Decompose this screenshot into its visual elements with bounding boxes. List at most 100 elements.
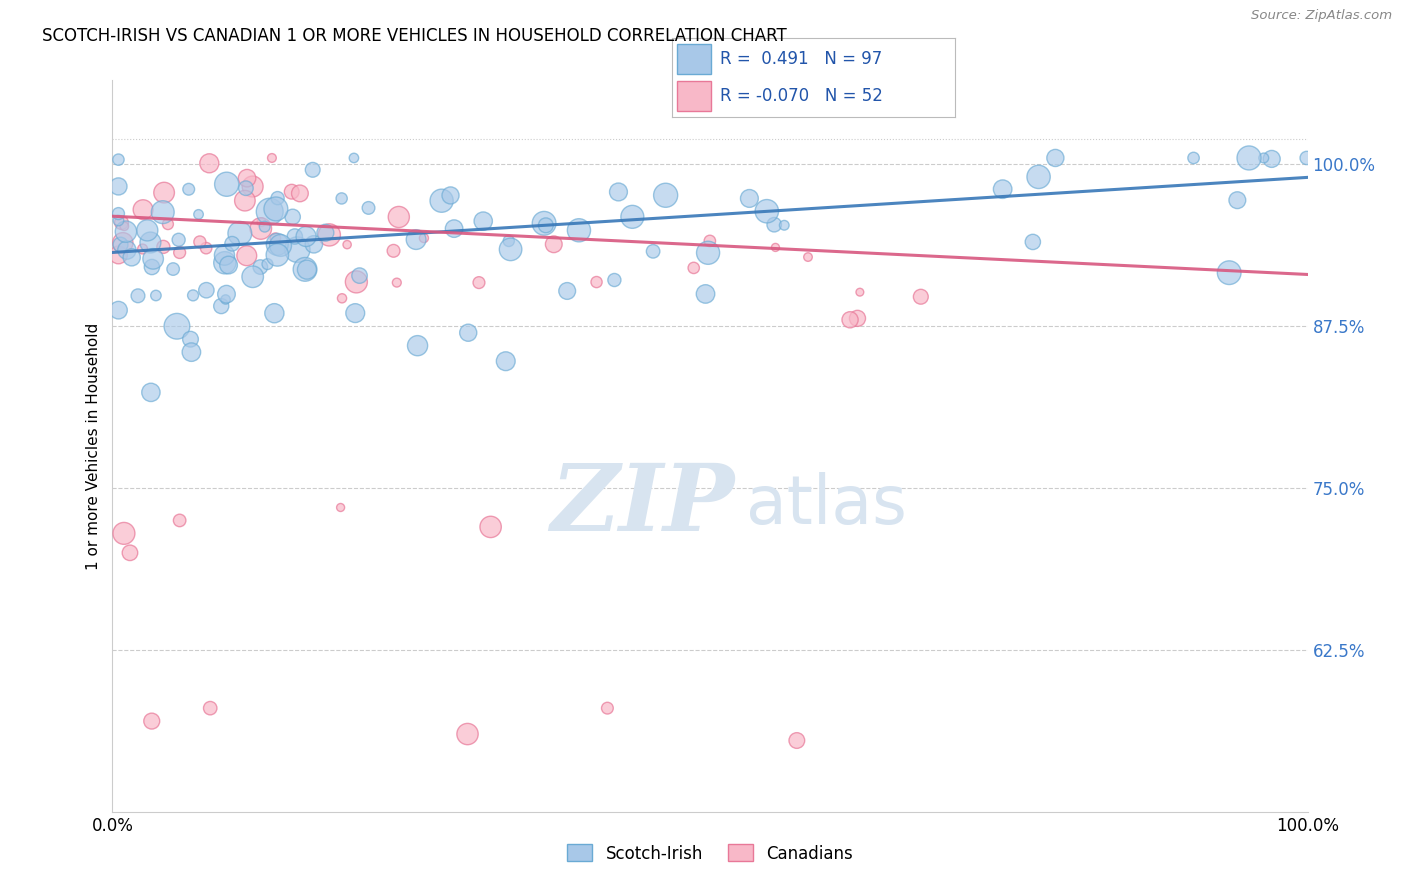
Point bbox=[107, 206, 129, 220]
Point bbox=[1226, 193, 1249, 207]
Point bbox=[218, 258, 240, 272]
Point bbox=[242, 269, 264, 284]
Point bbox=[214, 293, 236, 307]
Point bbox=[284, 229, 307, 244]
Point bbox=[607, 185, 630, 199]
Point bbox=[499, 243, 522, 257]
Point bbox=[195, 283, 218, 297]
Point bbox=[127, 289, 149, 303]
Point bbox=[439, 188, 461, 202]
Point bbox=[180, 345, 202, 359]
Point bbox=[215, 178, 238, 192]
Point bbox=[406, 339, 429, 353]
Point bbox=[457, 326, 479, 340]
Point bbox=[111, 235, 134, 250]
Point bbox=[388, 210, 411, 224]
Text: atlas: atlas bbox=[747, 472, 907, 538]
Text: Source: ZipAtlas.com: Source: ZipAtlas.com bbox=[1251, 9, 1392, 22]
Point bbox=[1260, 152, 1282, 166]
Point bbox=[534, 219, 557, 233]
Point bbox=[357, 201, 380, 215]
Point bbox=[344, 275, 367, 289]
Point bbox=[107, 179, 129, 194]
Point bbox=[763, 218, 786, 232]
Point bbox=[152, 240, 174, 254]
Y-axis label: 1 or more Vehicles in Household: 1 or more Vehicles in Household bbox=[86, 322, 101, 570]
Point bbox=[330, 191, 353, 205]
Point bbox=[555, 284, 578, 298]
Point bbox=[142, 252, 165, 266]
Point bbox=[167, 233, 190, 247]
Point bbox=[250, 221, 273, 235]
Point bbox=[264, 202, 287, 216]
Point bbox=[697, 245, 720, 260]
Point bbox=[235, 181, 257, 195]
Point bbox=[110, 216, 132, 230]
Point bbox=[596, 701, 619, 715]
Text: SCOTCH-IRISH VS CANADIAN 1 OR MORE VEHICLES IN HOUSEHOLD CORRELATION CHART: SCOTCH-IRISH VS CANADIAN 1 OR MORE VEHIC… bbox=[42, 27, 787, 45]
Point bbox=[229, 227, 252, 241]
Point bbox=[479, 520, 502, 534]
Point bbox=[846, 311, 869, 326]
Point bbox=[121, 250, 143, 264]
Point bbox=[256, 257, 278, 271]
Point bbox=[498, 234, 520, 248]
Point bbox=[115, 243, 138, 257]
Point bbox=[236, 171, 259, 186]
Point bbox=[198, 156, 221, 170]
Point bbox=[200, 701, 222, 715]
Point bbox=[385, 276, 408, 290]
Point bbox=[177, 182, 200, 196]
Point bbox=[1295, 151, 1317, 165]
Point bbox=[288, 186, 311, 201]
Legend: Scotch-Irish, Canadians: Scotch-Irish, Canadians bbox=[561, 838, 859, 869]
Point bbox=[382, 244, 405, 258]
Point bbox=[110, 237, 132, 252]
Bar bbox=[678, 44, 711, 74]
Point bbox=[302, 237, 325, 252]
Point bbox=[132, 202, 155, 217]
Point bbox=[266, 237, 288, 252]
Point bbox=[281, 210, 304, 224]
Point bbox=[568, 223, 591, 237]
Point bbox=[264, 231, 287, 245]
Point bbox=[285, 243, 308, 257]
Point bbox=[169, 245, 191, 260]
Point bbox=[195, 241, 218, 255]
Point bbox=[318, 227, 340, 242]
Point bbox=[295, 262, 318, 277]
Point bbox=[263, 306, 285, 320]
Point bbox=[295, 229, 318, 244]
Point bbox=[214, 256, 236, 270]
Point bbox=[152, 205, 174, 219]
Point bbox=[1182, 151, 1205, 165]
Point bbox=[236, 249, 259, 263]
Point bbox=[112, 526, 135, 541]
Point bbox=[413, 231, 436, 245]
Bar bbox=[678, 81, 711, 111]
Point bbox=[755, 204, 778, 219]
Point bbox=[266, 248, 288, 262]
Point bbox=[221, 236, 243, 251]
Point bbox=[344, 306, 367, 320]
Point bbox=[585, 275, 607, 289]
Point bbox=[443, 221, 465, 235]
Point bbox=[621, 210, 644, 224]
Point bbox=[259, 204, 281, 219]
Point bbox=[695, 287, 717, 301]
Point bbox=[107, 213, 129, 227]
Point bbox=[1028, 169, 1050, 184]
Point bbox=[301, 162, 323, 177]
Point bbox=[260, 151, 283, 165]
Point bbox=[179, 332, 201, 346]
Point bbox=[215, 287, 238, 301]
Point bbox=[495, 354, 517, 368]
Point bbox=[603, 273, 626, 287]
Point bbox=[118, 546, 141, 560]
Point bbox=[141, 260, 163, 274]
Point bbox=[280, 185, 302, 199]
Point bbox=[349, 268, 371, 283]
Point bbox=[169, 513, 191, 527]
Point bbox=[1253, 151, 1275, 165]
Point bbox=[430, 194, 453, 208]
